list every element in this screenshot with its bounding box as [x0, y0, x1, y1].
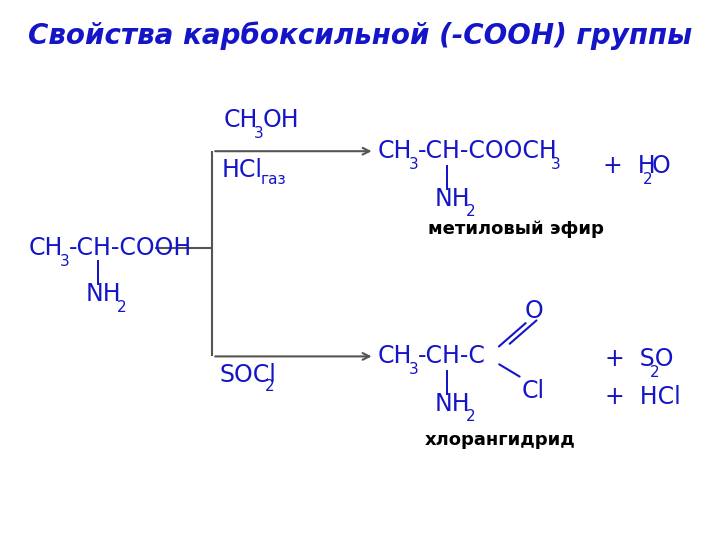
Text: 3: 3: [60, 254, 70, 269]
Text: -CH-C: -CH-C: [418, 345, 485, 368]
Text: 2: 2: [466, 409, 475, 424]
Text: +  SO: + SO: [605, 347, 673, 371]
Text: |: |: [443, 370, 451, 395]
Text: |: |: [443, 165, 451, 190]
Text: +  H: + H: [603, 154, 656, 178]
Text: OH: OH: [263, 108, 300, 132]
Text: HCl: HCl: [222, 158, 263, 182]
Text: CH: CH: [378, 345, 413, 368]
Text: O: O: [652, 154, 670, 178]
Text: SOCl: SOCl: [220, 363, 276, 387]
Text: 2: 2: [466, 204, 475, 219]
Text: O: O: [524, 299, 543, 322]
Text: Cl: Cl: [522, 380, 545, 403]
Text: +  HCl: + HCl: [605, 385, 680, 409]
Text: -CH-COOCH: -CH-COOCH: [418, 139, 557, 163]
Text: |: |: [94, 260, 102, 285]
Text: CH: CH: [378, 139, 413, 163]
Text: Свойства карбоксильной (-СООН) группы: Свойства карбоксильной (-СООН) группы: [28, 22, 692, 50]
Text: 3: 3: [254, 126, 264, 141]
Text: NH: NH: [86, 282, 121, 306]
Text: 3: 3: [409, 157, 419, 172]
Text: 2: 2: [649, 365, 659, 380]
Text: метиловый эфир: метиловый эфир: [428, 220, 604, 239]
Text: хлорангидрид: хлорангидрид: [425, 431, 575, 449]
Text: NH: NH: [435, 187, 470, 211]
Text: 2: 2: [117, 300, 126, 315]
Text: CH: CH: [223, 108, 258, 132]
Text: 2: 2: [265, 379, 274, 394]
Text: 2: 2: [643, 172, 652, 187]
Text: 3: 3: [551, 157, 561, 172]
Text: газ: газ: [261, 172, 287, 187]
Text: CH: CH: [29, 237, 63, 260]
Text: -CH-COOH: -CH-COOH: [68, 237, 192, 260]
Text: 3: 3: [409, 362, 419, 377]
Text: NH: NH: [435, 392, 470, 416]
